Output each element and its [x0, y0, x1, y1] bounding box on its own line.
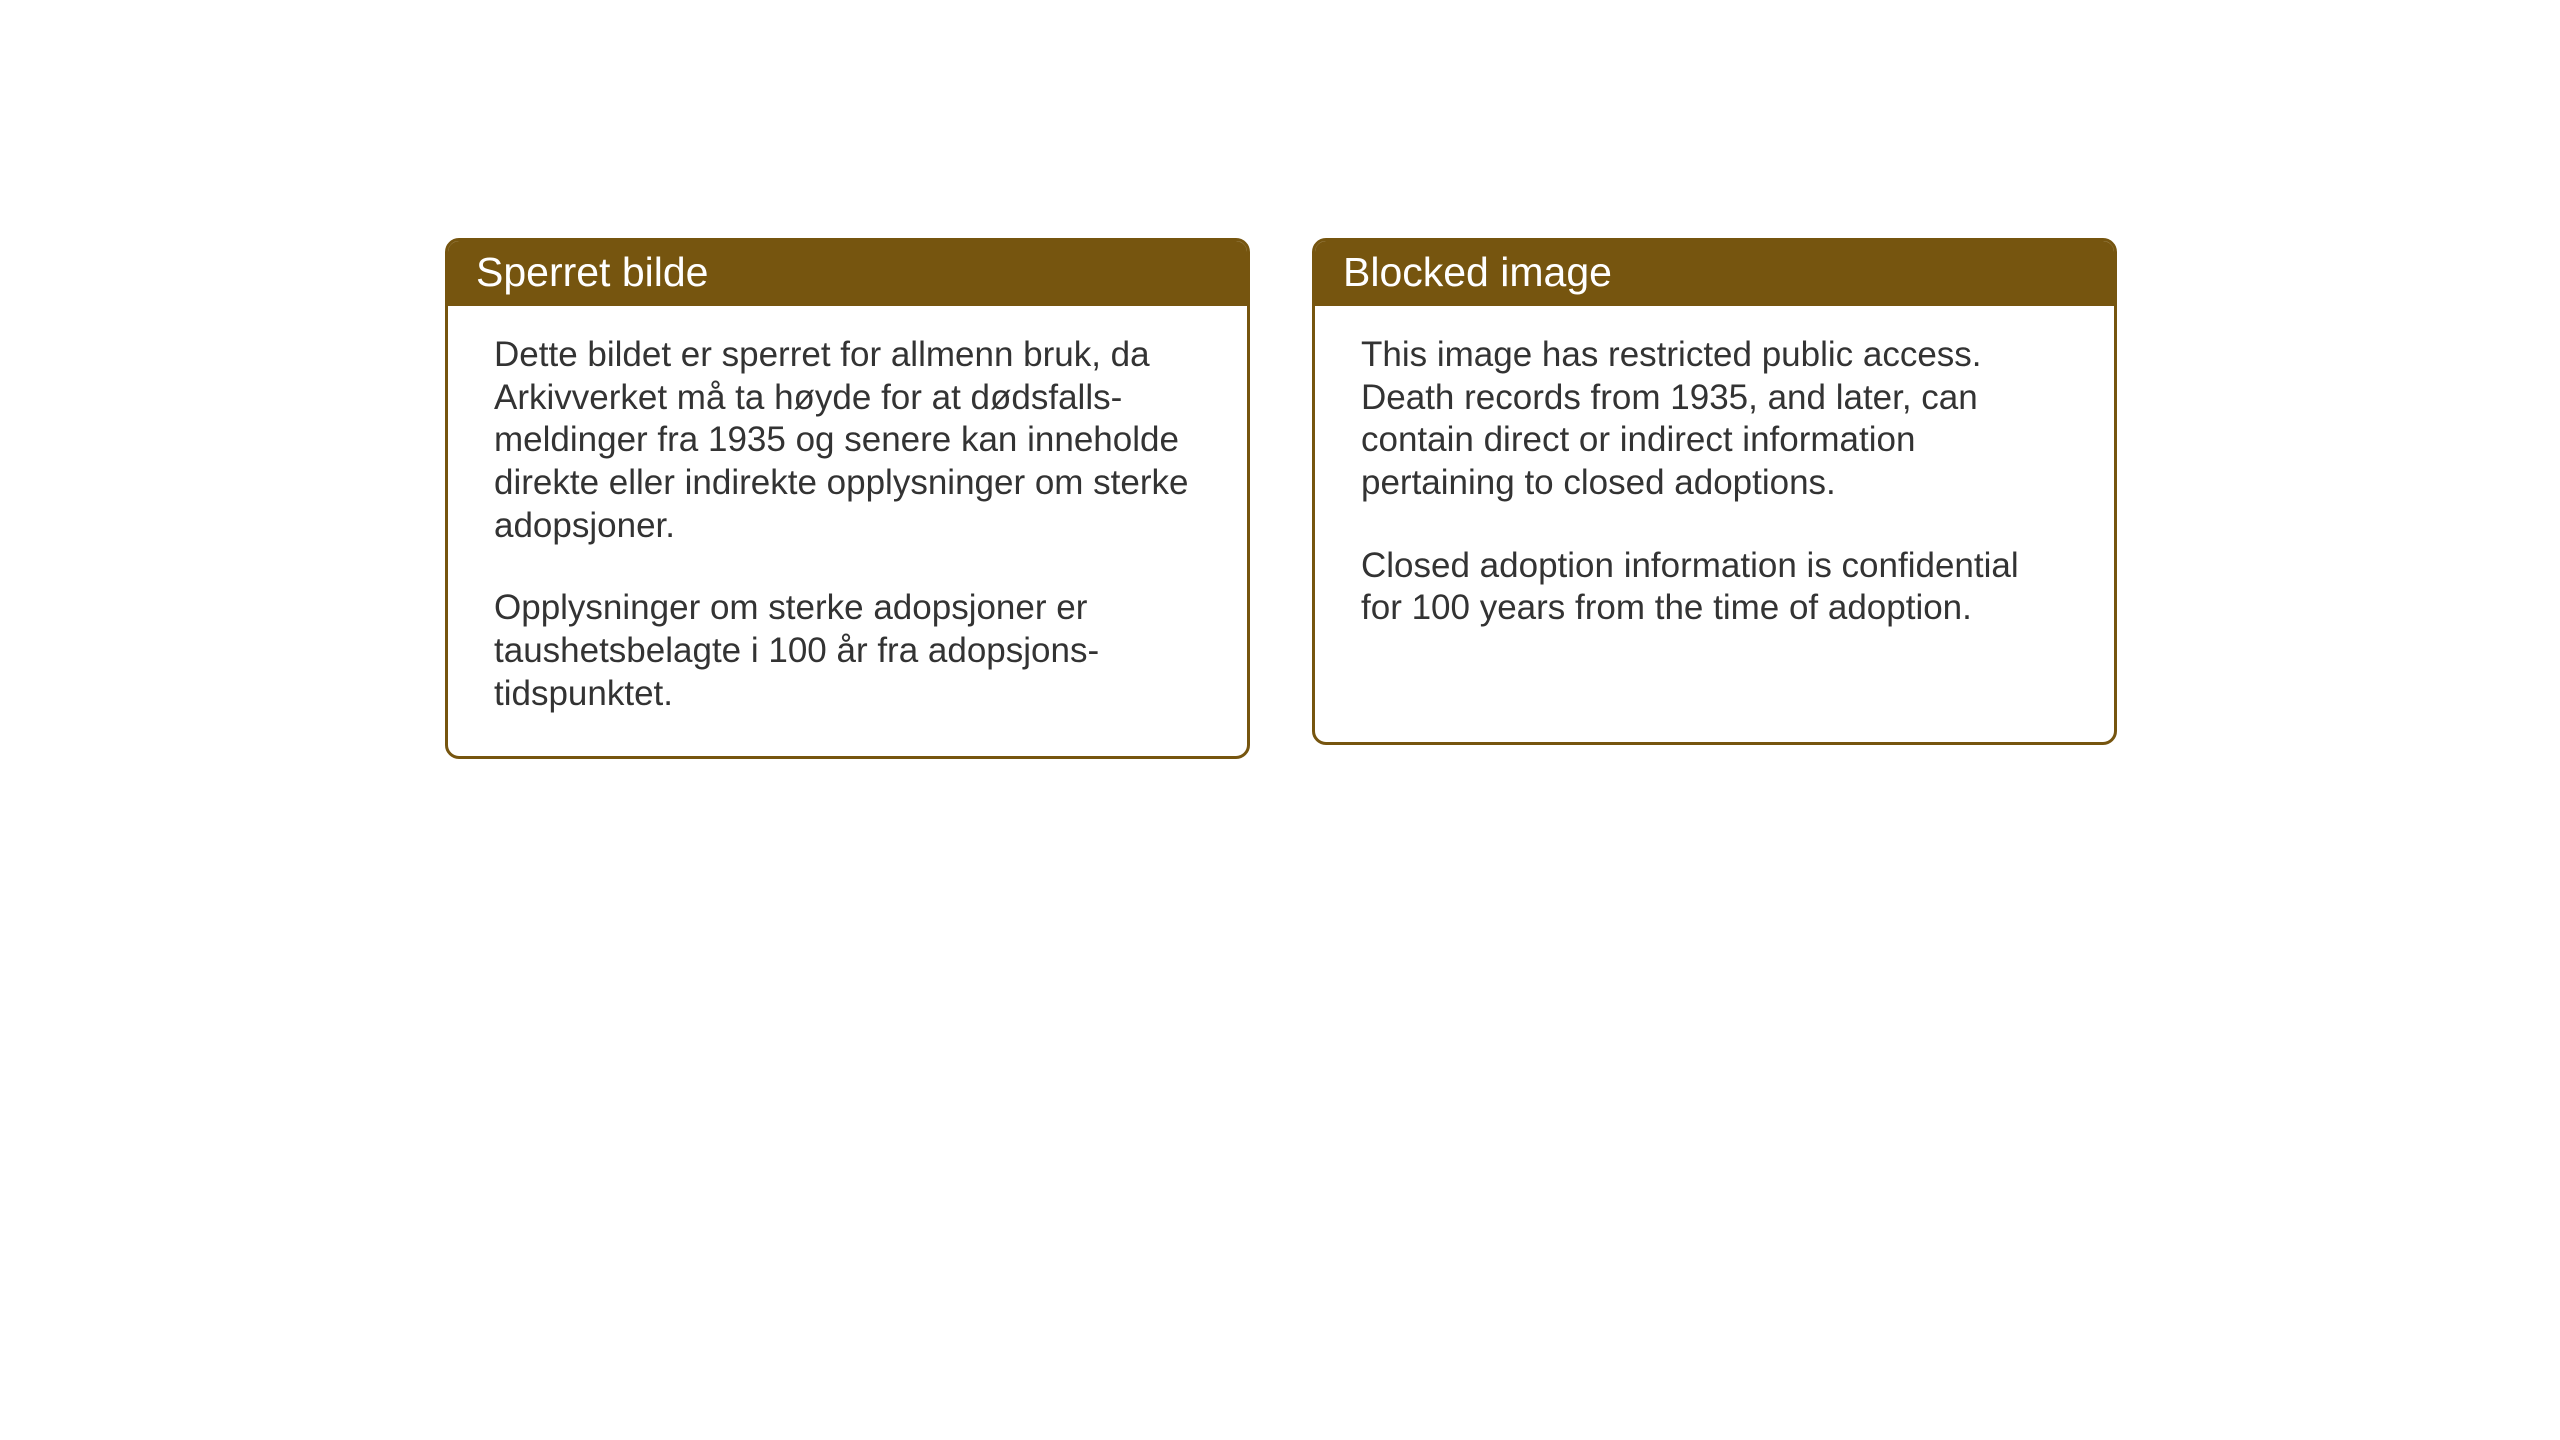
card-header-norwegian: Sperret bilde: [448, 241, 1247, 306]
paragraph-2-english: Closed adoption information is confident…: [1361, 545, 2068, 630]
notice-card-english: Blocked image This image has restricted …: [1312, 238, 2117, 745]
paragraph-1-norwegian: Dette bildet er sperret for allmenn bruk…: [494, 334, 1201, 547]
notice-container: Sperret bilde Dette bildet er sperret fo…: [445, 238, 2117, 759]
card-body-norwegian: Dette bildet er sperret for allmenn bruk…: [448, 306, 1247, 756]
notice-card-norwegian: Sperret bilde Dette bildet er sperret fo…: [445, 238, 1250, 759]
paragraph-2-norwegian: Opplysninger om sterke adopsjoner er tau…: [494, 587, 1201, 715]
card-body-english: This image has restricted public access.…: [1315, 306, 2114, 670]
card-header-english: Blocked image: [1315, 241, 2114, 306]
paragraph-1-english: This image has restricted public access.…: [1361, 334, 2068, 505]
